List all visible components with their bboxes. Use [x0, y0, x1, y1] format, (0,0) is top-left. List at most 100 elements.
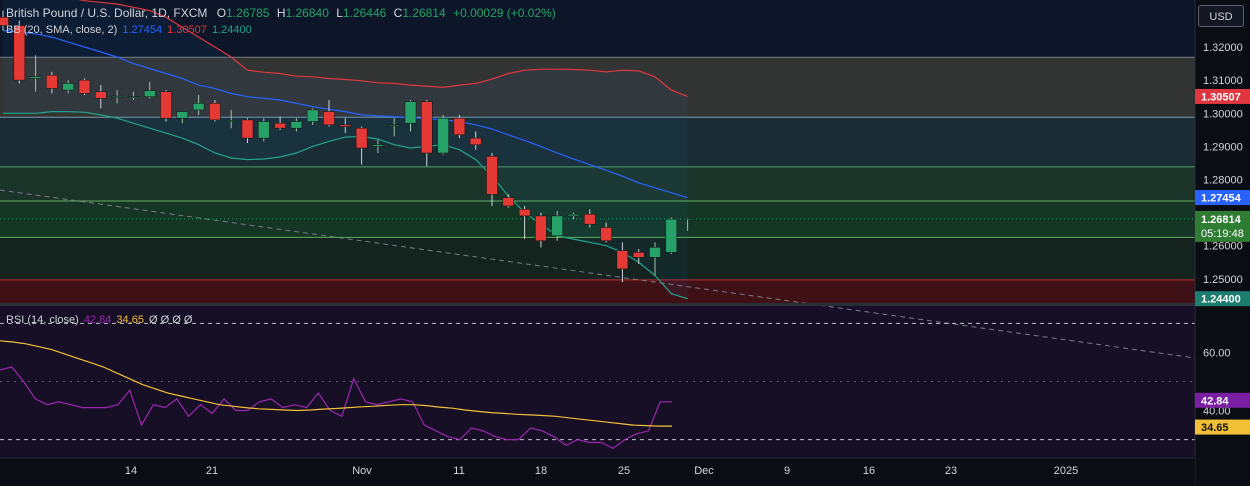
- candle-29: [469, 131, 482, 150]
- price-zone-5: [0, 279, 1195, 303]
- bb-basis-price-label: 1.27454: [1201, 193, 1242, 205]
- candle-39: [632, 249, 645, 264]
- candle-4: [62, 80, 74, 94]
- candle-40: [649, 242, 661, 276]
- change-value: +0.00029 (+0.02%): [453, 6, 556, 20]
- candle-36: [584, 209, 596, 228]
- candle-3: [46, 71, 58, 94]
- candle-body: [290, 121, 303, 129]
- candle-25: [404, 100, 417, 132]
- candle-body: [632, 252, 645, 258]
- candle-1: [13, 20, 26, 84]
- candle-body: [46, 74, 58, 89]
- price-tick-label: 1.31000: [1203, 75, 1243, 87]
- candle-31: [502, 194, 515, 208]
- candle-body: [176, 111, 189, 119]
- candle-14: [225, 109, 237, 129]
- rsi-value: 42.84: [83, 314, 112, 326]
- candle-18: [290, 118, 303, 132]
- candle-33: [535, 212, 547, 248]
- candle-20: [323, 100, 335, 127]
- candle-body: [469, 137, 482, 145]
- candle-32: [518, 205, 531, 240]
- bb-upper-value: 1.30507: [167, 24, 207, 36]
- candle-body: [584, 214, 596, 225]
- candle-body: [535, 215, 547, 241]
- candle-body: [486, 156, 498, 195]
- candle-28: [453, 114, 466, 139]
- time-tick-label: 16: [863, 465, 875, 477]
- rsi-line: [0, 366, 672, 450]
- candle-26: [421, 100, 433, 167]
- candle-6: [95, 85, 107, 109]
- price-tick-label: 1.30000: [1203, 108, 1243, 120]
- candle-0: [0, 10, 9, 31]
- candle-body: [192, 103, 205, 111]
- candle-body: [567, 214, 580, 217]
- price-zone-1: [0, 117, 1195, 167]
- candle-8: [127, 91, 140, 101]
- rsi-extra-1: Ø: [149, 314, 158, 326]
- candle-22: [355, 126, 368, 165]
- candle-11: [176, 111, 189, 124]
- current-price-label: 1.26814: [1201, 214, 1242, 226]
- bb-upper-price-label-tag: [1195, 88, 1250, 104]
- low-label: L: [336, 6, 343, 20]
- candle-body: [502, 197, 515, 207]
- current-price-tag: [1195, 210, 1250, 242]
- candle-body: [388, 124, 400, 127]
- bb-upper-price-label: 1.30507: [1201, 91, 1241, 103]
- price-zone-3: [0, 201, 1195, 238]
- rsi-extra-4: Ø: [183, 314, 193, 326]
- time-tick-label: Nov: [352, 465, 372, 477]
- candle-5: [78, 78, 91, 96]
- time-tick-label: Dec: [694, 465, 714, 477]
- candle-17: [274, 116, 286, 130]
- bb-legend[interactable]: BB (20, SMA, close, 2) 1.27454 1.30507 1…: [6, 24, 252, 36]
- bb-upper-line: [78, 0, 688, 97]
- candle-body: [127, 96, 140, 98]
- bar-countdown-label: 05:19:48: [1201, 228, 1244, 240]
- candle-15: [241, 118, 254, 144]
- time-axis-background: [0, 458, 1195, 486]
- price-tick-label: 1.28000: [1203, 174, 1243, 186]
- trend-line: [0, 189, 1196, 359]
- time-tick-label: 14: [125, 465, 137, 477]
- candle-body: [551, 215, 563, 237]
- candle-body: [241, 119, 254, 139]
- time-tick-label: 18: [535, 465, 547, 477]
- bb-basis-price-label-tag: [1195, 190, 1250, 206]
- candle-body: [225, 120, 237, 122]
- candle-13: [209, 100, 221, 122]
- candle-34: [551, 210, 563, 241]
- candle-35: [567, 212, 580, 220]
- candle-9: [143, 81, 156, 99]
- candle-body: [649, 247, 661, 258]
- candle-body: [274, 122, 286, 129]
- candle-body: [355, 127, 368, 149]
- time-tick-label: 25: [618, 465, 630, 477]
- candle-body: [323, 111, 335, 126]
- candle-30: [486, 152, 498, 206]
- rsi-extra-3: Ø: [172, 314, 181, 326]
- candle-body: [681, 218, 694, 221]
- candle-body: [29, 76, 42, 79]
- candle-37: [600, 222, 612, 243]
- bb-lower-price-label: 1.24400: [1201, 294, 1241, 306]
- low-value: 1.26446: [342, 6, 387, 20]
- candle-body: [372, 144, 384, 147]
- bb-band-fill: [3, 0, 688, 299]
- candle-38: [616, 242, 629, 283]
- price-tick-label: 1.25000: [1203, 274, 1243, 286]
- candle-body: [600, 227, 612, 241]
- rsi-ma-value-tag: 34.65: [1201, 422, 1229, 434]
- candle-10: [160, 90, 172, 122]
- candle-16: [258, 118, 270, 142]
- rsi-legend[interactable]: RSI (14, close) 42.84 34.65 Ø Ø Ø Ø: [6, 314, 192, 326]
- candle-body: [143, 90, 156, 97]
- bb-lower-line: [3, 111, 688, 300]
- rsi-tick-label: 60.00: [1203, 347, 1231, 359]
- price-tick-label: 1.29000: [1203, 141, 1243, 153]
- currency-button[interactable]: USD: [1198, 5, 1244, 27]
